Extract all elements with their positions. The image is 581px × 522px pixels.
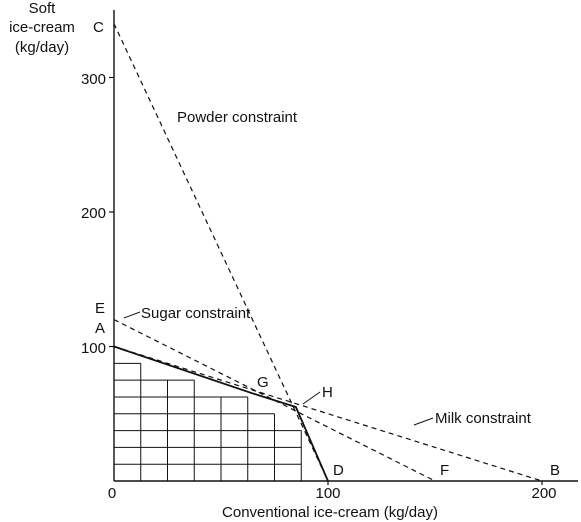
sugar-constraint-line bbox=[113, 319, 436, 482]
point-label-h: H bbox=[322, 384, 333, 401]
y-axis-label-line-3: (kg/day) bbox=[15, 39, 69, 56]
x-tick-label-0: 0 bbox=[108, 485, 116, 502]
sugar-label-leader bbox=[123, 311, 141, 319]
point-label-b: B bbox=[550, 462, 560, 479]
point-label-e: E bbox=[95, 300, 105, 317]
point-label-c: C bbox=[93, 19, 104, 36]
point-label-a: A bbox=[95, 320, 105, 337]
x-tick-label-100: 100 bbox=[315, 485, 340, 502]
y-axis-label-line-2: ice-cream bbox=[9, 19, 75, 36]
x-axis-label: Conventional ice-cream (kg/day) bbox=[222, 504, 438, 521]
feasible-region-boundary bbox=[113, 345, 329, 482]
powder-constraint-label: Powder constraint bbox=[177, 109, 298, 126]
constraint-lines bbox=[113, 23, 543, 482]
y-tick-label-300: 300 bbox=[81, 71, 106, 88]
milk-label-leader bbox=[413, 417, 434, 426]
y-tick-label-200: 200 bbox=[81, 205, 106, 222]
y-axis-label-line-1: Soft bbox=[29, 0, 57, 17]
y-tick-label-100: 100 bbox=[81, 340, 106, 357]
powder-constraint-line bbox=[113, 23, 329, 482]
milk-constraint-label: Milk constraint bbox=[435, 410, 532, 427]
h-label-leader bbox=[302, 391, 321, 405]
point-label-d: D bbox=[333, 462, 344, 479]
sugar-constraint-label: Sugar constraint bbox=[141, 305, 251, 322]
point-label-g: G bbox=[257, 374, 269, 391]
feasible-grid bbox=[113, 362, 302, 481]
point-label-f: F bbox=[440, 462, 449, 479]
milk-constraint-line bbox=[113, 345, 543, 482]
x-tick-label-200: 200 bbox=[531, 485, 556, 502]
axis-ticks bbox=[109, 76, 543, 485]
